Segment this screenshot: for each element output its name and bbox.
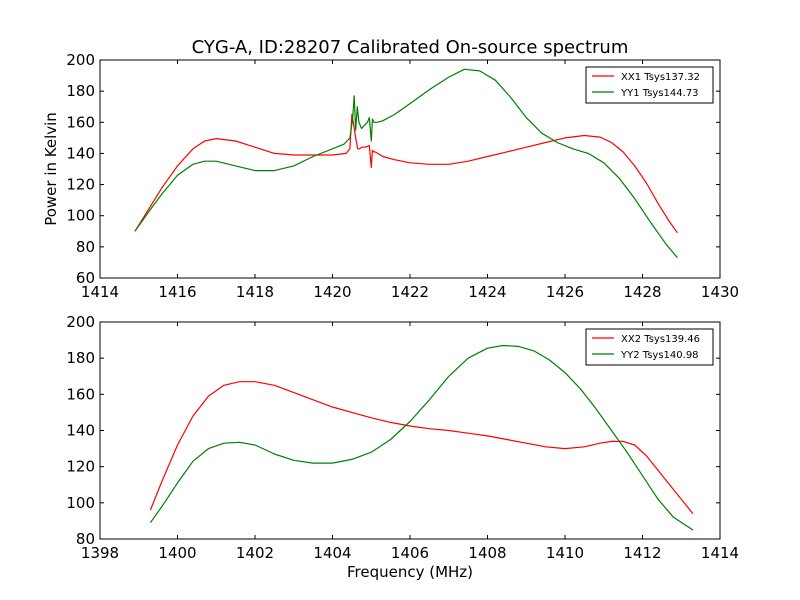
x-tick-label: 1414 — [81, 283, 119, 301]
y-tick-label: 200 — [66, 51, 95, 69]
chart-title: CYG-A, ID:28207 Calibrated On-source spe… — [192, 37, 629, 58]
y-tick-label: 160 — [66, 385, 95, 403]
x-tick-label: 1424 — [468, 283, 506, 301]
plot-area — [134, 68, 678, 259]
x-tick-label: 1398 — [81, 544, 119, 562]
legend: XX1 Tsys137.32 YY1 Tsys144.73 — [585, 66, 714, 104]
y-tick-label: 80 — [76, 238, 95, 256]
legend-box — [585, 328, 714, 366]
x-tick-label: 1426 — [546, 283, 584, 301]
x-tick-label: 1408 — [468, 544, 506, 562]
legend: XX2 Tsys139.46 YY2 Tsys140.98 — [585, 328, 714, 366]
x-tick-label: 1410 — [546, 544, 584, 562]
y-axis-label: Power in Kelvin — [42, 112, 60, 226]
x-tick-label: 1420 — [313, 283, 351, 301]
x-tick-label: 1418 — [236, 283, 274, 301]
y-tick-label: 120 — [66, 176, 95, 194]
y-tick-label: 200 — [66, 313, 95, 331]
legend-entry: YY2 Tsys140.98 — [620, 350, 699, 361]
x-tick-label: 1430 — [701, 283, 739, 301]
y-tick-label: 100 — [66, 207, 95, 225]
series-line-xx2 — [149, 381, 694, 515]
series-line-yy2 — [149, 344, 694, 531]
y-tick-label: 120 — [66, 458, 95, 476]
plot-area — [149, 344, 694, 531]
y-tick-label: 140 — [66, 422, 95, 440]
x-tick-label: 1416 — [158, 283, 196, 301]
x-tick-label: 1404 — [313, 544, 351, 562]
legend-box — [585, 66, 714, 104]
series-line-yy1 — [134, 68, 678, 259]
series-line-xx1 — [134, 113, 678, 234]
x-axis-label: Frequency (MHz) — [347, 563, 473, 581]
x-tick-label: 1406 — [391, 544, 429, 562]
y-tick-label: 80 — [76, 530, 95, 548]
legend-entry: YY1 Tsys144.73 — [620, 88, 699, 99]
x-tick-label: 1400 — [158, 544, 196, 562]
x-tick-label: 1422 — [391, 283, 429, 301]
y-tick-label: 140 — [66, 144, 95, 162]
y-tick-label: 180 — [66, 349, 95, 367]
bottom-subplot: 1398 1400 1402 1404 1406 1408 1410 1412 1414 80 10… — [66, 313, 739, 581]
y-tick-label: 100 — [66, 494, 95, 512]
legend-entry: XX1 Tsys137.32 — [621, 72, 700, 83]
x-tick-label: 1414 — [701, 544, 739, 562]
top-subplot: 1414 1416 1418 1420 1422 1424 1426 1428 1430 60 80… — [42, 51, 739, 301]
y-tick-label: 180 — [66, 82, 95, 100]
legend-entry: XX2 Tsys139.46 — [621, 334, 700, 345]
y-tick-label: 60 — [76, 269, 95, 287]
y-tick-label: 160 — [66, 113, 95, 131]
x-tick-label: 1412 — [623, 544, 661, 562]
x-tick-label: 1402 — [236, 544, 274, 562]
x-tick-label: 1428 — [623, 283, 661, 301]
